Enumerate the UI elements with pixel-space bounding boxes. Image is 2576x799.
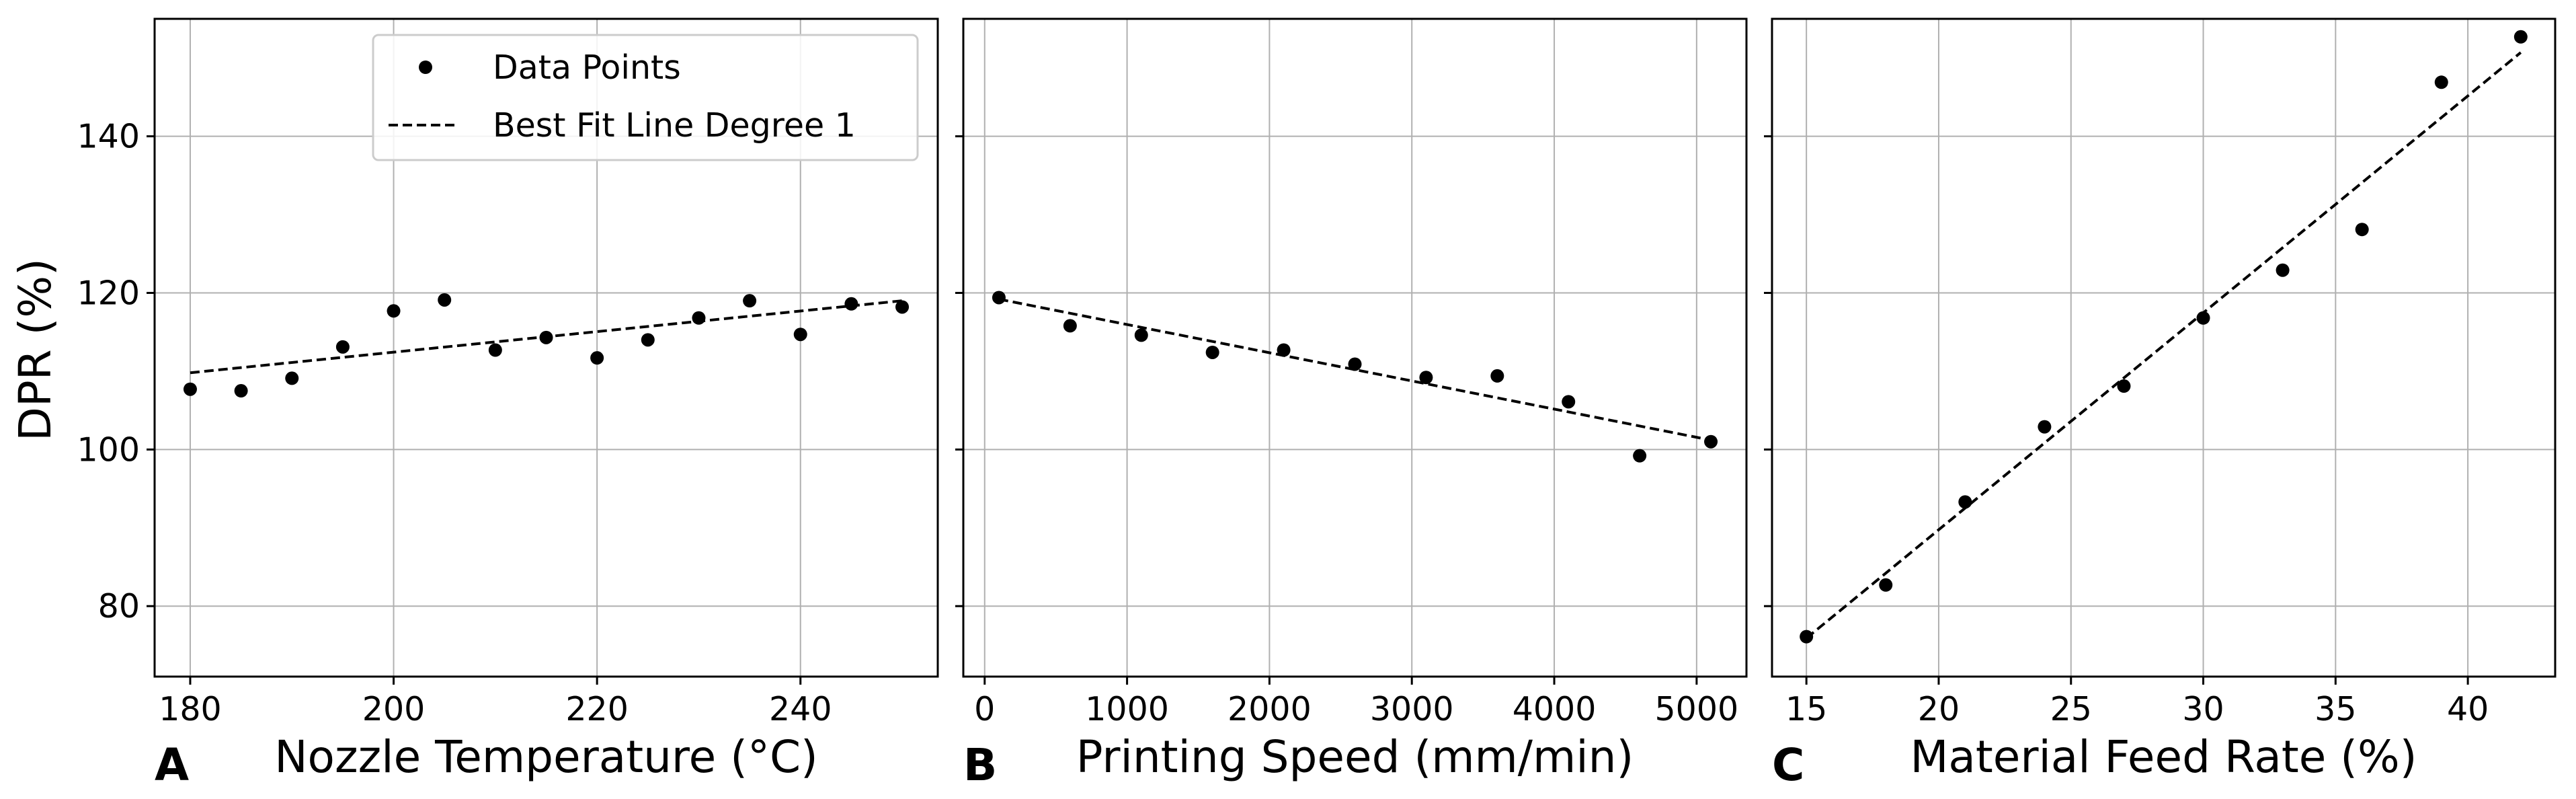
data-point [1562,395,1576,409]
x-tick-label: 3000 [1370,690,1454,728]
x-tick-label: 25 [2050,690,2092,728]
x-tick-label: 15 [1785,690,1827,728]
data-point [387,304,401,318]
data-point [1490,369,1504,383]
x-tick-label: 200 [362,690,426,728]
x-tick-label: 5000 [1655,690,1739,728]
data-point [793,328,807,342]
data-point [844,297,858,311]
legend-label-points: Data Points [493,48,681,87]
data-point [992,291,1006,305]
legend-marker-icon [419,61,432,74]
data-point [743,294,757,308]
data-point [1277,343,1291,357]
data-point [1134,328,1148,342]
legend-label-line: Best Fit Line Degree 1 [493,106,856,145]
legend-box [372,34,919,161]
data-point [183,382,197,396]
panel-letter: B [963,739,997,791]
best-fit-line [190,299,903,375]
data-point [1633,449,1647,463]
best-fit-line [1805,51,2522,640]
data-point [285,371,299,385]
data-point [2038,420,2052,434]
x-tick-label: 40 [2447,690,2489,728]
x-axis-label: Nozzle Temperature (°C) [274,731,818,783]
plot-frame [962,17,1748,678]
panel-letter: A [155,739,189,791]
chart-panel-a: 180 200 220 240 80 100 120 140 Nozzle Temperatur… [77,17,939,791]
y-tick-label: 80 [98,587,140,625]
x-tick-label: 240 [769,690,832,728]
x-axis-label: Material Feed Rate (%) [1910,731,2417,783]
data-point [488,343,502,357]
data-point [1704,434,1718,449]
y-tick-label: 100 [77,430,140,469]
x-tick-label: 30 [2182,690,2224,728]
data-point [234,384,248,398]
data-point [895,300,910,314]
data-point [335,340,350,354]
legend: Data Points Best Fit Line Degree 1 [372,34,919,161]
data-point [2434,75,2448,89]
y-axis-label: DPR (%) [9,258,61,441]
data-point [1419,371,1433,385]
data-point [590,351,604,365]
data-point [2117,379,2131,393]
data-point [2276,263,2290,277]
data-point [1063,319,1077,333]
panel-letter: C [1772,739,1804,791]
x-tick-label: 180 [159,690,222,728]
y-tick-label: 140 [77,118,140,156]
data-point [1348,357,1362,371]
y-tick-label: 120 [77,274,140,313]
data-point [1879,578,1893,592]
plot-frame [1771,17,2557,678]
data-point [438,293,452,307]
data-point [641,333,655,347]
chart-panel-c: 15 20 25 30 35 40 Material Feed Rate (%) C [1764,17,2557,791]
x-tick-label: 35 [2315,690,2356,728]
best-fit-line [998,297,1712,442]
x-tick-label: 2000 [1227,690,1312,728]
chart-panel-b: 0 1000 2000 3000 4000 5000 Printing Speed (mm/… [955,17,1748,791]
x-tick-label: 220 [565,690,629,728]
x-tick-label: 4000 [1513,690,1597,728]
data-point [1958,495,1972,509]
data-point [2513,30,2528,44]
x-tick-label: 20 [1918,690,1960,728]
plot-frame [153,17,939,678]
x-tick-label: 0 [974,690,995,728]
x-axis-label: Printing Speed (mm/min) [1076,731,1634,783]
data-point [2355,223,2369,237]
x-tick-label: 1000 [1085,690,1169,728]
data-point [1205,345,1219,359]
